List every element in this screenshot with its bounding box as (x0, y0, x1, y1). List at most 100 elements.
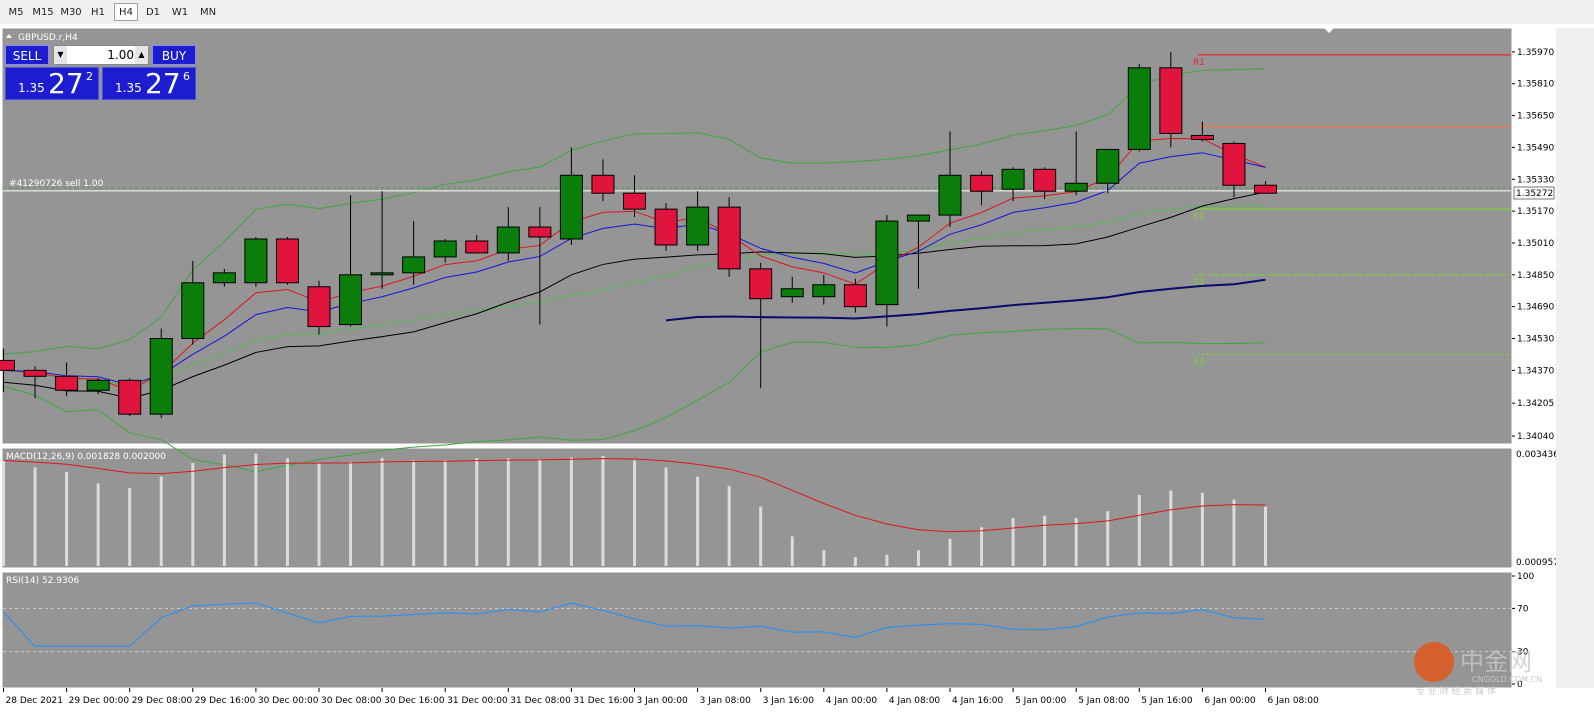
time-tick-label: 6 Jan 00:00 (1204, 696, 1256, 706)
pivot-label: S1 (1193, 212, 1204, 222)
candle-body (1222, 142, 1246, 186)
candle-body (1190, 134, 1214, 140)
price-tick-label: 1.35010 (1517, 239, 1554, 249)
macd-label: MACD(12,26,9) 0.001828 0.002000 (6, 452, 166, 462)
pivot-label: R1 (1193, 58, 1205, 68)
price-chart: R1 S1 S2 S3 1.35970 1.35810 1.35650 1.35490 1.3… (0, 24, 1594, 723)
price-tick-label: 1.35170 (1517, 207, 1554, 217)
time-tick-label: 30 Dec 16:00 (384, 696, 445, 706)
timeframe-mn-button[interactable]: MN (199, 7, 217, 18)
timeframe-m15-button[interactable]: M15 (32, 7, 54, 18)
sell-price-big: 27 (48, 67, 84, 100)
candle-body (875, 220, 899, 306)
candle-body (149, 338, 173, 415)
candle-body (465, 240, 489, 254)
sell-price-sup: 2 (86, 70, 93, 83)
bollinger-middle-line (3, 205, 1266, 387)
current-price-label: 1.35272 (1516, 189, 1553, 199)
sell-button[interactable]: SELL (5, 45, 49, 65)
sell-price-box[interactable]: 1.35 27 2 (5, 67, 99, 100)
candle-body (654, 208, 678, 246)
candle-body (812, 284, 836, 298)
candle-body (1033, 168, 1057, 192)
macd-min-label: 0.000957 (1516, 558, 1559, 568)
time-tick-label: 5 Jan 00:00 (1015, 696, 1067, 706)
timeframe-m5-button[interactable]: M5 (8, 7, 24, 18)
buy-price-prefix: 1.35 (115, 81, 142, 95)
candle-body (275, 238, 299, 284)
candle-body (559, 174, 583, 240)
time-tick-label: 31 Dec 00:00 (447, 696, 508, 706)
time-tick-label: 4 Jan 08:00 (889, 696, 941, 706)
sell-price-prefix: 1.35 (18, 81, 45, 95)
watermark-logo-icon (1414, 642, 1454, 682)
candle-body (686, 206, 710, 246)
timeframe-w1-button[interactable]: W1 (171, 7, 189, 18)
time-tick-label: 28 Dec 2021 (6, 696, 64, 706)
candle-body (528, 226, 552, 238)
collapse-icon[interactable] (6, 34, 12, 38)
time-tick-label: 29 Dec 00:00 (69, 696, 130, 706)
price-tick-label: 1.34530 (1517, 335, 1554, 345)
timeframe-h4-button[interactable]: H4 (114, 3, 138, 21)
candle-body (433, 240, 457, 258)
price-tick-label: 1.34850 (1517, 271, 1554, 281)
candle-body (1254, 184, 1277, 194)
time-tick-label: 31 Dec 08:00 (510, 696, 571, 706)
time-tick-label: 4 Jan 16:00 (952, 696, 1004, 706)
candle-body (307, 286, 331, 328)
time-tick-label: 4 Jan 00:00 (826, 696, 878, 706)
time-tick-label: 31 Dec 16:00 (573, 696, 634, 706)
candle-body (23, 369, 47, 377)
time-tick-label: 6 Jan 08:00 (1268, 696, 1320, 706)
timeframe-d1-button[interactable]: D1 (145, 7, 161, 18)
watermark-slogan: 专 业 财 经 新 媒 体 (1416, 685, 1496, 697)
buy-price-box[interactable]: 1.35 27 6 (102, 67, 196, 100)
volume-value[interactable]: 1.00 (107, 48, 134, 62)
timeframe-toolbar: M5 M15 M30 H1 H4 D1 W1 MN (0, 0, 1594, 25)
candle-body (1159, 67, 1183, 134)
chart-shift-marker-icon[interactable] (1324, 28, 1334, 33)
watermark-brand: 中金网 (1460, 648, 1532, 676)
time-tick-label: 3 Jan 08:00 (700, 696, 752, 706)
rsi-label: RSI(14) 52.9306 (6, 576, 79, 586)
time-tick-label: 3 Jan 16:00 (763, 696, 815, 706)
candle-body (1096, 148, 1120, 184)
right-scrollbar[interactable] (1556, 28, 1594, 688)
current-price-box (1513, 186, 1555, 200)
pivot-label: S2 (1193, 278, 1204, 288)
candle-body (970, 174, 994, 192)
candle-body (938, 174, 962, 216)
candle-body (55, 375, 79, 391)
macd-panel-bg (1, 447, 1513, 569)
rsi-tick-label: 0 (1517, 680, 1523, 690)
ema-blue-line (3, 152, 1266, 386)
sma-black-line (3, 191, 1266, 399)
macd-signal-line (3, 458, 1266, 533)
time-tick-label: 30 Dec 08:00 (321, 696, 382, 706)
bollinger-upper-line (3, 68, 1266, 355)
buy-button[interactable]: BUY (152, 45, 196, 65)
timeframe-h1-button[interactable]: H1 (91, 7, 105, 18)
candle-body (906, 214, 930, 222)
rsi-tick-label: 30 (1517, 648, 1529, 658)
rsi-tick-label: 100 (1517, 572, 1534, 582)
price-tick-label: 1.35330 (1517, 175, 1554, 185)
candle-body (118, 379, 142, 415)
order-label: #41290726 sell 1.00 (9, 179, 104, 189)
candle-body (86, 379, 110, 391)
price-tick-label: 1.34690 (1517, 303, 1554, 313)
volume-field[interactable]: ▼ 1.00 ▲ (53, 45, 149, 65)
volume-dropdown-icon[interactable]: ▼ (54, 46, 67, 64)
pivot-label: S3 (1193, 357, 1204, 367)
price-tick-label: 1.35650 (1517, 112, 1554, 122)
candle-body (591, 174, 615, 194)
watermark: 中金网 CNGOLD.COM.CN 专 业 财 经 新 媒 体 (1414, 642, 1542, 697)
timeframe-m30-button[interactable]: M30 (60, 7, 82, 18)
time-tick-label: 30 Dec 00:00 (258, 696, 319, 706)
candle-body (496, 226, 520, 254)
rsi-tick-label: 70 (1517, 604, 1529, 614)
volume-up-icon[interactable]: ▲ (135, 46, 148, 64)
main-panel-bg (1, 27, 1513, 445)
candle-body (1001, 168, 1025, 190)
